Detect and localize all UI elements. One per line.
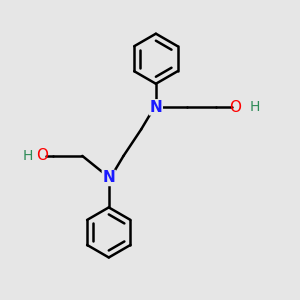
- Text: N: N: [149, 100, 162, 115]
- Text: O: O: [230, 100, 242, 115]
- Text: N: N: [102, 170, 115, 185]
- Text: H: H: [22, 149, 33, 163]
- Text: H: H: [249, 100, 260, 114]
- Text: O: O: [37, 148, 49, 164]
